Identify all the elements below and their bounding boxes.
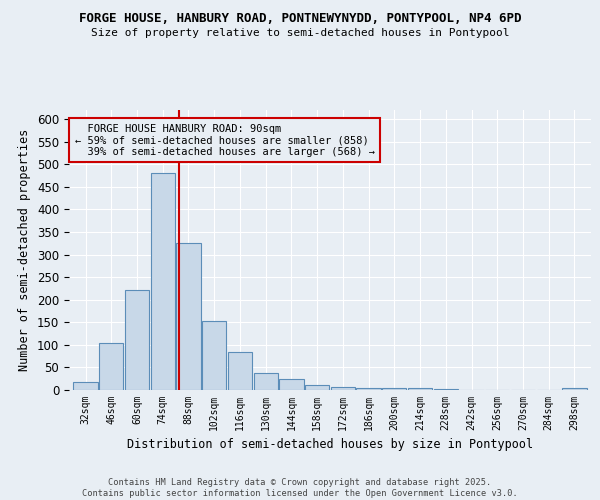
Y-axis label: Number of semi-detached properties: Number of semi-detached properties bbox=[19, 129, 31, 371]
Text: Contains HM Land Registry data © Crown copyright and database right 2025.
Contai: Contains HM Land Registry data © Crown c… bbox=[82, 478, 518, 498]
Bar bbox=[408, 388, 432, 390]
Bar bbox=[382, 388, 406, 390]
Text: FORGE HOUSE HANBURY ROAD: 90sqm
← 59% of semi-detached houses are smaller (858)
: FORGE HOUSE HANBURY ROAD: 90sqm ← 59% of… bbox=[74, 124, 374, 156]
Bar bbox=[331, 387, 355, 390]
Bar bbox=[202, 322, 226, 390]
Bar bbox=[279, 378, 304, 390]
Bar bbox=[176, 243, 200, 390]
Bar bbox=[73, 382, 98, 390]
Bar bbox=[562, 388, 587, 390]
Bar bbox=[99, 344, 124, 390]
Bar bbox=[151, 173, 175, 390]
Text: FORGE HOUSE, HANBURY ROAD, PONTNEWYNYDD, PONTYPOOL, NP4 6PD: FORGE HOUSE, HANBURY ROAD, PONTNEWYNYDD,… bbox=[79, 12, 521, 26]
Bar bbox=[254, 373, 278, 390]
X-axis label: Distribution of semi-detached houses by size in Pontypool: Distribution of semi-detached houses by … bbox=[127, 438, 533, 452]
Bar bbox=[125, 290, 149, 390]
Bar bbox=[356, 388, 381, 390]
Bar bbox=[228, 352, 252, 390]
Text: Size of property relative to semi-detached houses in Pontypool: Size of property relative to semi-detach… bbox=[91, 28, 509, 38]
Bar bbox=[434, 388, 458, 390]
Bar bbox=[305, 386, 329, 390]
